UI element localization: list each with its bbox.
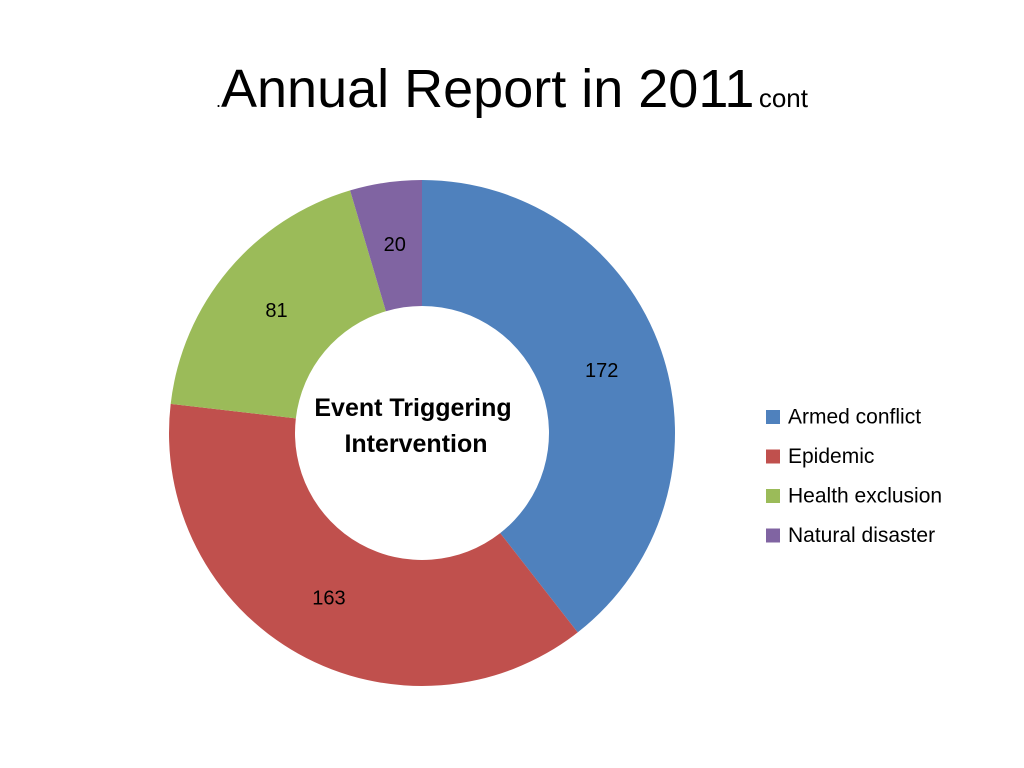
legend-swatch-armed-conflict bbox=[766, 410, 780, 424]
title-prefix: . bbox=[215, 91, 221, 111]
legend-label-armed-conflict: Armed conflict bbox=[788, 406, 921, 429]
center-label-line-2: Intervention bbox=[344, 430, 487, 458]
slice-armed-conflict bbox=[422, 180, 675, 633]
legend-label-epidemic: Epidemic bbox=[788, 445, 874, 468]
title-suffix: cont bbox=[758, 83, 808, 113]
title-main: Annual Report in 2011 bbox=[221, 59, 755, 119]
chart-legend: Armed conflict Epidemic Health exclusion Na… bbox=[766, 406, 942, 547]
chart-data-labels: 172 163 81 20 bbox=[265, 234, 618, 610]
slice-health-exclusion bbox=[170, 190, 386, 419]
center-label-line-1: Event Triggering bbox=[314, 394, 511, 422]
slice-natural-disaster bbox=[350, 180, 422, 312]
data-label-health-exclusion: 81 bbox=[265, 300, 287, 322]
legend-swatch-epidemic bbox=[766, 449, 780, 464]
legend-label-natural-disaster: Natural disaster bbox=[788, 524, 935, 547]
data-label-armed-conflict: 172 bbox=[585, 360, 618, 382]
slice-epidemic bbox=[169, 403, 578, 686]
legend-swatch-natural-disaster bbox=[766, 528, 780, 543]
data-label-epidemic: 163 bbox=[312, 588, 345, 610]
chart-slices bbox=[169, 180, 675, 686]
legend-label-health-exclusion: Health exclusion bbox=[788, 485, 942, 508]
data-label-natural-disaster: 20 bbox=[384, 234, 406, 256]
legend-swatch-health-exclusion bbox=[766, 489, 780, 503]
slide-title: .Annual Report in 2011 cont bbox=[0, 58, 1024, 120]
